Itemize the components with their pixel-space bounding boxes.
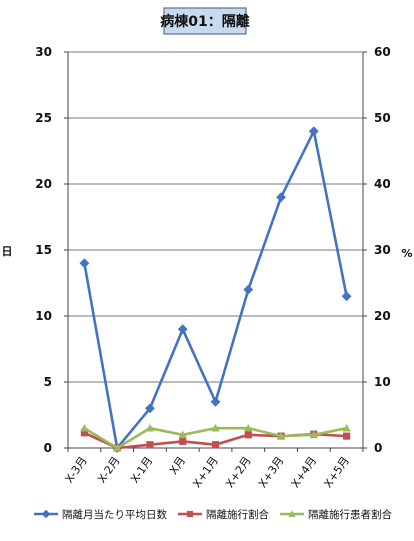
legend-label: 隔離施行割合 bbox=[206, 508, 269, 521]
data-point bbox=[178, 430, 187, 439]
data-point bbox=[145, 403, 155, 414]
y-axis-left-ticks: 0 5 10 15 20 25 30 bbox=[35, 45, 52, 455]
y-left-tick-label: 10 bbox=[35, 309, 52, 323]
y-right-tick-label: 30 bbox=[374, 243, 391, 257]
chart-title-text: 病棟01：隔離 bbox=[160, 13, 249, 30]
legend-item: 隔離施行割合 bbox=[178, 508, 269, 521]
chart-title: 病棟01：隔離 bbox=[160, 7, 250, 35]
x-tick-label: X月 bbox=[167, 454, 188, 477]
data-point bbox=[276, 192, 286, 203]
data-point bbox=[288, 510, 296, 517]
y-right-tick-label: 50 bbox=[374, 111, 391, 125]
y-left-tick-label: 15 bbox=[35, 243, 52, 257]
y-left-tick-label: 5 bbox=[44, 375, 52, 389]
y-left-tick-label: 30 bbox=[35, 45, 52, 59]
data-point bbox=[186, 510, 194, 518]
x-tick-label: X+1月 bbox=[190, 454, 221, 490]
y-right-tick-label: 20 bbox=[374, 309, 391, 323]
legend-label: 隔離月当たり平均日数 bbox=[62, 508, 167, 521]
legend: 隔離月当たり平均日数 隔離施行割合 隔離施行患者割合 bbox=[34, 508, 392, 521]
chart-title-box bbox=[163, 7, 247, 35]
data-point bbox=[341, 291, 352, 302]
y-right-tick-label: 60 bbox=[374, 45, 391, 59]
x-tick-label: X+3月 bbox=[256, 454, 287, 490]
data-point bbox=[211, 441, 220, 449]
legend-label: 隔離施行患者割合 bbox=[308, 508, 392, 521]
data-point bbox=[179, 437, 187, 445]
x-tick-label: X+2月 bbox=[223, 454, 254, 490]
data-point bbox=[177, 324, 188, 335]
legend-item: 隔離施行患者割合 bbox=[280, 508, 392, 521]
data-point bbox=[112, 443, 122, 452]
data-point bbox=[211, 424, 220, 432]
data-point bbox=[244, 424, 253, 432]
y-axis-left-label: 日 bbox=[2, 245, 13, 258]
x-tick-label: X+4月 bbox=[289, 454, 320, 490]
x-axis-ticks: X-3月 X-2月 X-1月 X月 X+1月 X+2月 X+3月 X+4月 X+5月 bbox=[63, 454, 352, 490]
y-right-tick-label: 10 bbox=[374, 375, 391, 389]
series bbox=[79, 126, 352, 453]
data-point bbox=[342, 424, 351, 432]
data-point bbox=[79, 258, 90, 269]
x-tick-label: X+5月 bbox=[321, 454, 352, 490]
y-axis-right-label: % bbox=[401, 247, 412, 260]
x-tick-label: X-2月 bbox=[95, 454, 122, 485]
data-point bbox=[80, 429, 88, 437]
legend-item: 隔離月当たり平均日数 bbox=[34, 508, 167, 521]
data-point bbox=[80, 424, 89, 432]
data-point bbox=[244, 431, 252, 439]
data-point bbox=[41, 509, 51, 519]
y-left-tick-label: 0 bbox=[44, 441, 52, 455]
x-tick-label: X-1月 bbox=[128, 454, 155, 485]
series-3 bbox=[80, 424, 351, 452]
y-right-tick-label: 0 bbox=[374, 441, 382, 455]
y-axis-right-ticks: 0 10 20 30 40 50 60 bbox=[374, 45, 391, 455]
data-point bbox=[309, 430, 319, 439]
data-point bbox=[308, 126, 319, 137]
data-point bbox=[343, 432, 351, 440]
data-point bbox=[243, 284, 254, 295]
y-right-tick-label: 40 bbox=[374, 177, 391, 191]
axes bbox=[64, 51, 367, 452]
series-1 bbox=[79, 126, 352, 453]
data-point bbox=[146, 441, 154, 449]
x-tick-label: X-3月 bbox=[63, 454, 90, 485]
data-point bbox=[276, 431, 286, 440]
y-left-tick-label: 20 bbox=[35, 177, 52, 191]
data-point bbox=[210, 396, 221, 407]
grid-lines bbox=[68, 51, 363, 383]
y-left-tick-label: 25 bbox=[35, 111, 52, 125]
data-point bbox=[145, 424, 155, 432]
